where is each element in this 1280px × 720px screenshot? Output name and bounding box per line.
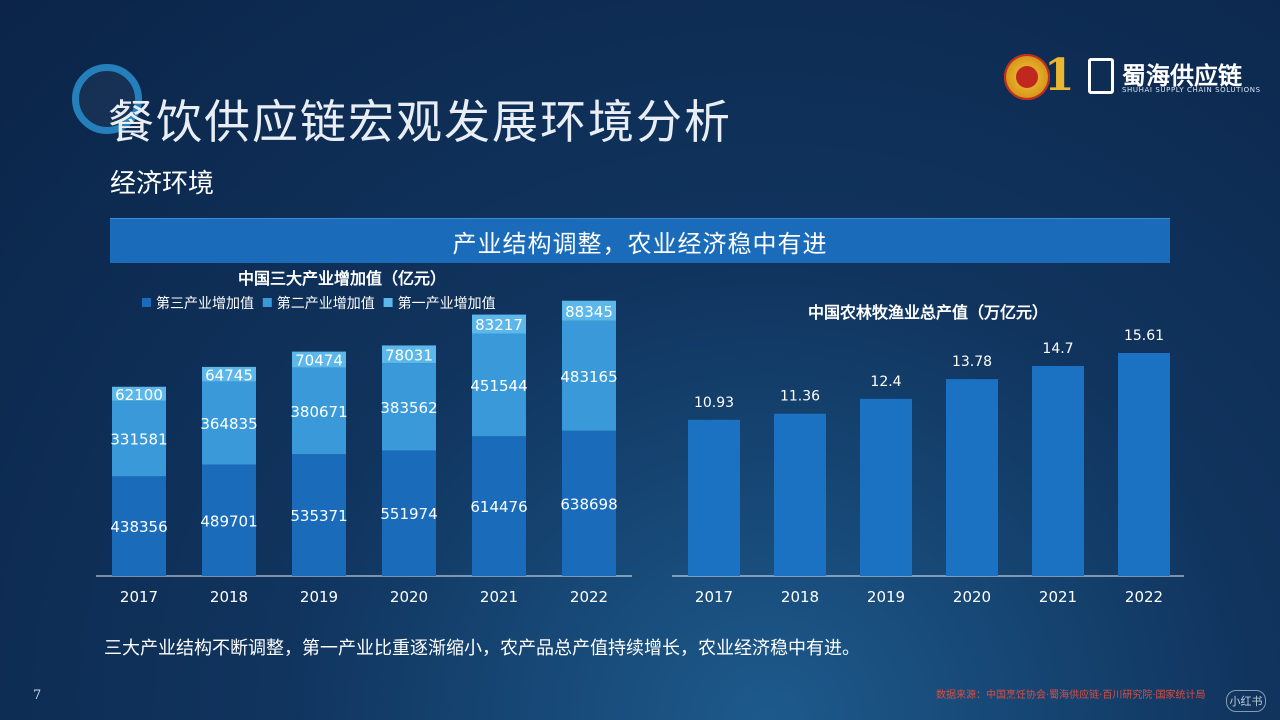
caption: 三大产业结构不断调整，第一产业比重逐渐缩小，农产品总产值持续增长，农业经济稳中有… — [104, 638, 860, 659]
chart1-bar-2020-series-3 — [382, 345, 436, 364]
chart1-tick-2019: 2019 — [300, 588, 338, 606]
chart1-value-2018-series-3: 64745 — [205, 366, 253, 384]
chart2-value-2020: 13.78 — [952, 354, 992, 370]
decorative-ring — [72, 64, 142, 134]
chart1-bar-2017-series-1 — [112, 476, 166, 576]
data-source: 数据来源：中国烹饪协会·蜀海供应链·百川研究院·国家统计局 — [936, 690, 1206, 701]
chart1-value-2022-series-1: 638698 — [560, 495, 617, 513]
chart2-title: 中国农林牧渔业总产值（万亿元） — [808, 303, 1048, 322]
chart1-tick-2022: 2022 — [570, 588, 608, 606]
chart1-value-2019-series-3: 70474 — [295, 352, 343, 370]
watermark-badge: 小红书 — [1226, 690, 1266, 712]
chart1-bar-2017-series-2 — [112, 400, 166, 477]
chart1-bar-2019-series-2 — [292, 367, 346, 455]
chart1-bar-2021-series-3 — [472, 314, 526, 334]
chart1-value-2018-series-1: 489701 — [200, 512, 257, 530]
chart1-value-2019-series-1: 535371 — [290, 507, 347, 525]
chart1-value-2018-series-2: 364835 — [200, 415, 257, 433]
chart1-value-2022-series-3: 88345 — [565, 303, 613, 321]
chart2-tick-2020: 2020 — [953, 588, 991, 606]
chart1-bar-2021-series-1 — [472, 436, 526, 576]
section-subtitle: 经济环境 — [110, 169, 215, 199]
chart1-tick-2018: 2018 — [210, 588, 248, 606]
chart1-bar-2020-series-2 — [382, 363, 436, 451]
chart2-tick-2019: 2019 — [867, 588, 905, 606]
chart2-bar-2018 — [774, 413, 826, 576]
chart2-tick-2022: 2022 — [1125, 588, 1163, 606]
chart1-value-2020-series-2: 383562 — [380, 399, 437, 417]
page-title: 餐饮供应链宏观发展环境分析 — [108, 95, 732, 149]
chart1-value-2017-series-1: 438356 — [110, 518, 167, 536]
page-number: 7 — [33, 688, 42, 703]
chart1-bar-2022-series-1 — [562, 430, 616, 576]
chart1-bar-2018-series-2 — [202, 381, 256, 465]
chart2-bar-2017 — [688, 419, 740, 576]
chart1-value-2017-series-2: 331581 — [110, 431, 167, 449]
seal-icon — [1004, 54, 1050, 100]
legend-label-1: 第三产业增加值 — [156, 295, 254, 312]
chart2-bar-2019 — [860, 398, 912, 576]
logo-number: 1 — [1044, 50, 1075, 101]
chart1-value-2021-series-2: 451544 — [470, 377, 527, 395]
chart1-value-2020-series-3: 78031 — [385, 346, 433, 364]
chart1-value-2017-series-3: 62100 — [115, 386, 163, 404]
chart1-bar-2019-series-1 — [292, 454, 346, 576]
chart1-bar-2020-series-1 — [382, 450, 436, 576]
chart2-tick-2017: 2017 — [695, 588, 733, 606]
chart1-value-2019-series-2: 380671 — [290, 403, 347, 421]
chart1-bar-2019-series-3 — [292, 351, 346, 368]
chart1-bar-2018-series-3 — [202, 366, 256, 382]
chart2-bar-2020 — [946, 379, 998, 576]
brand-logo: 1 蜀海供应链 SHUHAI SUPPLY CHAIN SOLUTIONS — [1004, 50, 1260, 104]
banner-text: 产业结构调整，农业经济稳中有进 — [452, 229, 828, 258]
legend-label-3: 第一产业增加值 — [398, 295, 496, 312]
chart1-tick-2021: 2021 — [480, 588, 518, 606]
legend-swatch-2 — [262, 298, 272, 307]
chart2-tick-2018: 2018 — [781, 588, 819, 606]
chart1-bar-2021-series-2 — [472, 333, 526, 437]
banner: 产业结构调整，农业经济稳中有进 — [110, 218, 1170, 263]
chart2-tick-2021: 2021 — [1039, 588, 1077, 606]
shuhai-mark-icon — [1088, 58, 1114, 94]
chart2-value-2021: 14.7 — [1042, 341, 1073, 357]
chart1-bar-2022-series-3 — [562, 300, 616, 321]
legend-label-2: 第二产业增加值 — [277, 295, 375, 312]
chart1-bar-2017-series-3 — [112, 386, 166, 401]
chart2-value-2017: 10.93 — [694, 395, 734, 411]
chart2-bar-2022 — [1118, 353, 1170, 576]
chart1-value-2020-series-1: 551974 — [380, 505, 437, 523]
legend-swatch-3 — [383, 298, 393, 307]
chart2-value-2019: 12.4 — [870, 374, 901, 390]
chart1-bar-2018-series-1 — [202, 464, 256, 576]
chart1-value-2022-series-2: 483165 — [560, 368, 617, 386]
chart2-value-2022: 15.61 — [1124, 328, 1164, 344]
chart1-title: 中国三大产业增加值（亿元） — [238, 269, 446, 288]
chart2-bar-2021 — [1032, 366, 1084, 576]
logo-subtitle: SHUHAI SUPPLY CHAIN SOLUTIONS — [1122, 86, 1261, 94]
legend-swatch-1 — [142, 298, 151, 307]
chart1-value-2021-series-3: 83217 — [475, 316, 523, 334]
chart1-tick-2017: 2017 — [120, 588, 158, 606]
logo-name: 蜀海供应链 — [1122, 62, 1242, 90]
chart1-bar-2022-series-2 — [562, 320, 616, 431]
chart2-value-2018: 11.36 — [780, 389, 820, 405]
chart1-value-2021-series-1: 614476 — [470, 498, 527, 516]
chart1-tick-2020: 2020 — [390, 588, 428, 606]
